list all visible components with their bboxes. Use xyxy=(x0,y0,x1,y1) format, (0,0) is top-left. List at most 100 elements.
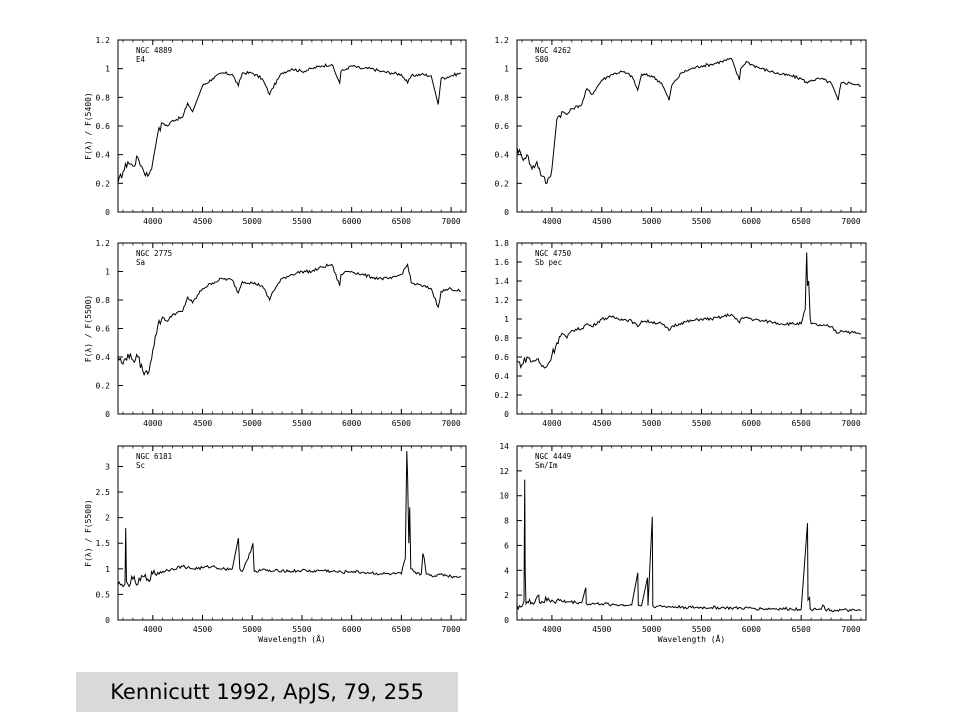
y-tick-label: 4 xyxy=(504,566,509,575)
galaxy-name-label: NGC 6181 xyxy=(136,452,172,461)
y-tick-label: 0 xyxy=(105,616,110,625)
x-tick-label: 6500 xyxy=(792,217,811,226)
y-tick-label: 0.2 xyxy=(495,391,510,400)
galaxy-name-label: NGC 4889 xyxy=(136,46,172,55)
y-axis-label: F(λ) / F(5500) xyxy=(84,295,93,362)
plot-frame xyxy=(117,242,467,415)
y-tick-label: 0 xyxy=(504,616,509,625)
y-tick-label: 1 xyxy=(105,65,110,74)
y-axis-label: F(λ) / F(5500) xyxy=(84,499,93,566)
y-tick-label: 0.8 xyxy=(96,296,111,305)
citation-caption: Kennicutt 1992, ApJS, 79, 255 xyxy=(110,680,424,704)
y-tick-label: 0.6 xyxy=(96,122,111,131)
x-tick-label: 6000 xyxy=(342,625,361,634)
y-tick-label: 2 xyxy=(105,514,110,523)
y-tick-label: 0 xyxy=(504,410,509,419)
y-tick-label: 0.8 xyxy=(495,334,510,343)
spectrum-line xyxy=(516,57,862,184)
x-tick-label: 7000 xyxy=(441,419,460,428)
y-tick-label: 1.2 xyxy=(96,239,111,248)
y-tick-label: 1.5 xyxy=(96,539,111,548)
x-tick-label: 4000 xyxy=(542,217,561,226)
y-tick-label: 1.6 xyxy=(495,258,510,267)
x-tick-label: 5000 xyxy=(243,217,262,226)
spectrum-line xyxy=(117,63,462,184)
spectrum-panel-1: 4000 4500 5000 5500 6000 6500 7000 0 0.2 0.4 0.6 0.… xyxy=(84,36,467,226)
galaxy-type-label: S80 xyxy=(535,55,549,64)
x-tick-label: 7000 xyxy=(441,625,460,634)
x-tick-label: 5500 xyxy=(692,419,711,428)
y-tick-label: 1 xyxy=(504,65,509,74)
y-tick-label: 1 xyxy=(105,565,110,574)
x-tick-label: 5000 xyxy=(243,625,262,634)
y-tick-label: 1.4 xyxy=(495,277,510,286)
y-tick-label: 0.4 xyxy=(495,372,510,381)
y-tick-label: 3 xyxy=(105,462,110,471)
x-tick-label: 4500 xyxy=(592,625,611,634)
x-tick-label: 6500 xyxy=(792,625,811,634)
galaxy-type-label: Sa xyxy=(136,258,145,267)
y-tick-label: 0.2 xyxy=(495,179,510,188)
x-tick-label: 4000 xyxy=(542,625,561,634)
x-tick-label: 5000 xyxy=(243,419,262,428)
y-tick-label: 0.5 xyxy=(96,590,111,599)
x-tick-label: 6500 xyxy=(392,419,411,428)
y-tick-label: 1 xyxy=(504,315,509,324)
spectrum-line xyxy=(117,451,462,588)
x-tick-label: 6000 xyxy=(742,419,761,428)
x-tick-label: 5000 xyxy=(642,625,661,634)
y-tick-label: 0 xyxy=(504,208,509,217)
spectrum-panel-4: 4000 4500 5000 5500 6000 6500 7000 0 0.2 0.4 0.6 0.… xyxy=(495,239,867,428)
y-tick-label: 0.8 xyxy=(495,93,510,102)
spectrum-line xyxy=(516,479,862,613)
plot-frame xyxy=(117,445,467,621)
plot-frame xyxy=(516,445,867,621)
x-tick-label: 4000 xyxy=(143,625,162,634)
x-tick-label: 6000 xyxy=(342,217,361,226)
spectrum-panel-5: 4000 4500 5000 5500 6000 6500 7000 0 0.5 1 1.5 2 2.5… xyxy=(84,445,467,644)
x-tick-label: 7000 xyxy=(441,217,460,226)
y-tick-label: 2.5 xyxy=(96,488,111,497)
y-tick-label: 1 xyxy=(105,268,110,277)
spectrum-line xyxy=(516,252,862,369)
x-tick-label: 6000 xyxy=(742,217,761,226)
galaxy-type-label: Sm/Im xyxy=(535,461,558,470)
x-tick-label: 7000 xyxy=(841,419,860,428)
x-tick-label: 7000 xyxy=(841,625,860,634)
y-axis-label: F(λ) / F(5400) xyxy=(84,92,93,159)
y-tick-label: 0 xyxy=(105,410,110,419)
x-tick-label: 6500 xyxy=(392,217,411,226)
y-tick-label: 1.2 xyxy=(495,36,510,45)
x-tick-label: 4500 xyxy=(193,625,212,634)
x-tick-label: 6500 xyxy=(392,625,411,634)
x-tick-label: 4500 xyxy=(193,419,212,428)
plot-frame xyxy=(516,39,867,213)
y-tick-label: 1.2 xyxy=(495,296,510,305)
x-axis-label: Wavelength (Å) xyxy=(658,633,725,644)
galaxy-name-label: NGC 4449 xyxy=(535,452,571,461)
x-tick-label: 4000 xyxy=(542,419,561,428)
x-tick-label: 6500 xyxy=(792,419,811,428)
y-tick-label: 10 xyxy=(499,492,509,501)
citation-caption-box: Kennicutt 1992, ApJS, 79, 255 xyxy=(76,672,458,712)
y-tick-label: 12 xyxy=(499,467,509,476)
y-tick-label: 1.8 xyxy=(495,239,510,248)
x-tick-label: 5500 xyxy=(292,217,311,226)
x-tick-label: 5500 xyxy=(292,625,311,634)
x-tick-label: 4000 xyxy=(143,217,162,226)
x-tick-label: 7000 xyxy=(841,217,860,226)
x-tick-label: 6000 xyxy=(342,419,361,428)
y-tick-label: 1.2 xyxy=(96,36,111,45)
galaxy-name-label: NGC 4262 xyxy=(535,46,571,55)
galaxy-type-label: Sb pec xyxy=(535,258,562,267)
x-tick-label: 4500 xyxy=(592,217,611,226)
x-tick-label: 5000 xyxy=(642,419,661,428)
y-tick-label: 0.6 xyxy=(495,353,510,362)
y-tick-label: 6 xyxy=(504,541,509,550)
x-axis-label: Wavelength (Å) xyxy=(258,633,325,644)
plot-frame xyxy=(117,39,467,213)
x-tick-label: 5500 xyxy=(292,419,311,428)
y-tick-label: 0.4 xyxy=(495,151,510,160)
spectrum-panel-6: 4000 4500 5000 5500 6000 6500 7000 0 2 4 6 8 10 12 14 N… xyxy=(499,442,867,644)
spectrum-line xyxy=(117,262,462,377)
